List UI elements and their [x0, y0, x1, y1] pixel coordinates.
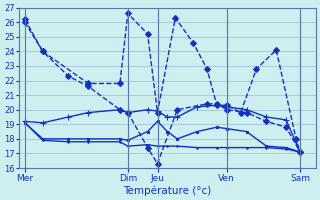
X-axis label: Température (°c): Température (°c): [123, 185, 212, 196]
